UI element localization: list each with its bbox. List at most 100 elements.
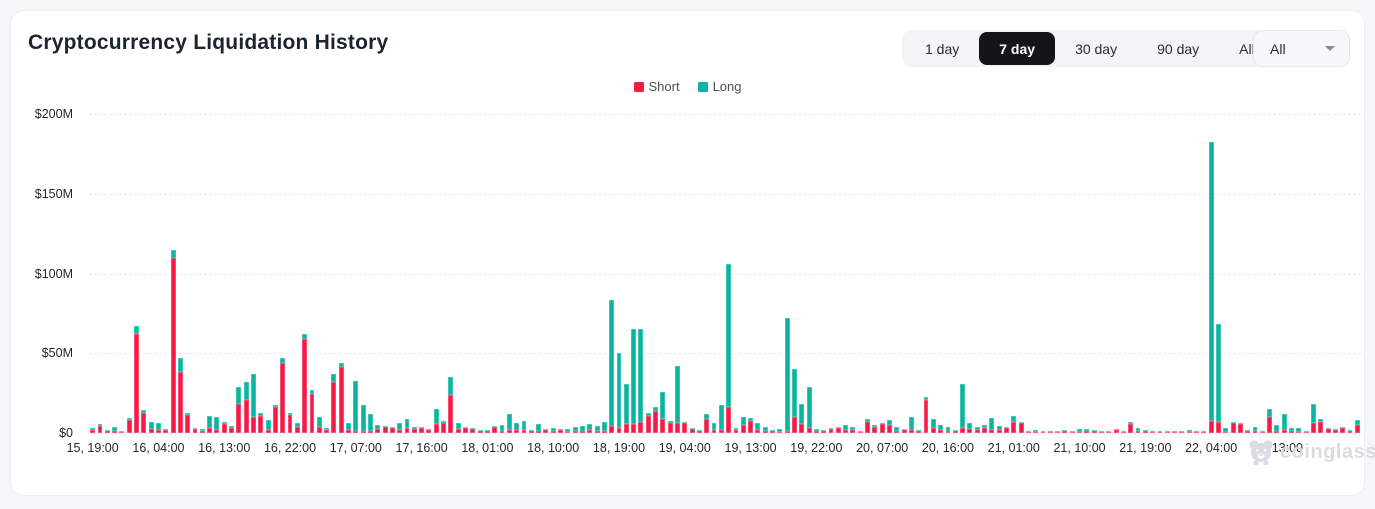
bar-column[interactable]: [1172, 431, 1178, 433]
bar-column[interactable]: [389, 426, 395, 433]
bar-column[interactable]: [1325, 428, 1331, 433]
bar-column[interactable]: [134, 326, 139, 433]
range-button-all[interactable]: All: [1219, 32, 1275, 65]
bar-column[interactable]: [470, 427, 476, 433]
bar-column[interactable]: [748, 417, 754, 433]
bar-column[interactable]: [865, 419, 870, 433]
bar-column[interactable]: [828, 427, 834, 433]
bar-column[interactable]: [718, 405, 724, 433]
bar-column[interactable]: [653, 406, 658, 433]
bar-column[interactable]: [558, 429, 563, 433]
bar-column[interactable]: [367, 413, 373, 433]
bar-column[interactable]: [601, 421, 607, 433]
bar-column[interactable]: [1259, 430, 1265, 433]
bar-column[interactable]: [901, 428, 907, 433]
bar-column[interactable]: [1033, 429, 1039, 433]
bar-column[interactable]: [1303, 431, 1309, 433]
bar-column[interactable]: [499, 425, 505, 433]
bar-column[interactable]: [199, 429, 205, 433]
bar-column[interactable]: [1332, 429, 1338, 433]
bar-column[interactable]: [404, 419, 410, 433]
bar-column[interactable]: [799, 404, 805, 433]
bar-column[interactable]: [104, 430, 110, 433]
bar-column[interactable]: [287, 413, 293, 433]
bar-column[interactable]: [1011, 416, 1017, 433]
bar-column[interactable]: [1142, 429, 1148, 433]
bar-column[interactable]: [214, 417, 220, 433]
bar-column[interactable]: [806, 386, 812, 433]
bar-column[interactable]: [1164, 431, 1170, 433]
bar-column[interactable]: [675, 366, 680, 433]
bar-column[interactable]: [1201, 431, 1207, 433]
bar-column[interactable]: [221, 421, 227, 433]
bar-column[interactable]: [1208, 141, 1214, 433]
bar-column[interactable]: [419, 426, 425, 433]
bar-column[interactable]: [967, 423, 973, 433]
bar-column[interactable]: [382, 425, 388, 433]
bar-column[interactable]: [1069, 431, 1075, 433]
bar-column[interactable]: [989, 417, 995, 433]
bar-column[interactable]: [375, 425, 381, 433]
bar-column[interactable]: [265, 420, 271, 433]
bar-column[interactable]: [258, 412, 264, 433]
bar-column[interactable]: [894, 426, 900, 433]
bar-column[interactable]: [711, 423, 717, 433]
bar-column[interactable]: [982, 425, 987, 433]
bar-column[interactable]: [1245, 430, 1251, 433]
bar-column[interactable]: [660, 392, 666, 433]
bar-column[interactable]: [1237, 423, 1243, 433]
bar-column[interactable]: [1311, 404, 1316, 433]
bar-column[interactable]: [857, 430, 863, 433]
bar-column[interactable]: [97, 423, 103, 433]
bar-column[interactable]: [1135, 427, 1141, 433]
bar-column[interactable]: [784, 318, 790, 433]
bar-column[interactable]: [1077, 428, 1082, 433]
bar-column[interactable]: [960, 383, 966, 433]
bar-column[interactable]: [1113, 429, 1119, 433]
bar-column[interactable]: [1223, 428, 1229, 433]
bar-column[interactable]: [90, 428, 96, 433]
bar-column[interactable]: [1150, 430, 1156, 433]
bar-column[interactable]: [484, 430, 490, 433]
bar-column[interactable]: [229, 425, 234, 433]
bar-column[interactable]: [177, 358, 183, 433]
bar-column[interactable]: [492, 425, 498, 433]
bar-column[interactable]: [1084, 429, 1090, 433]
bar-column[interactable]: [1025, 431, 1031, 433]
bar-column[interactable]: [682, 421, 688, 433]
bar-column[interactable]: [974, 427, 980, 433]
legend-item-short[interactable]: Short: [633, 79, 680, 94]
bar-column[interactable]: [506, 413, 512, 433]
bar-column[interactable]: [360, 405, 366, 433]
range-button-7-day[interactable]: 7 day: [979, 32, 1056, 65]
bar-column[interactable]: [638, 329, 644, 433]
bar-column[interactable]: [302, 334, 308, 433]
bar-column[interactable]: [448, 377, 454, 433]
bar-column[interactable]: [433, 409, 439, 433]
bar-column[interactable]: [272, 404, 278, 433]
bar-column[interactable]: [294, 423, 300, 433]
bar-column[interactable]: [616, 352, 622, 433]
bar-column[interactable]: [843, 425, 849, 433]
bar-column[interactable]: [236, 386, 242, 433]
bar-column[interactable]: [667, 421, 673, 433]
bar-column[interactable]: [879, 423, 885, 433]
bar-column[interactable]: [346, 422, 351, 433]
bar-column[interactable]: [1120, 431, 1126, 433]
bar-column[interactable]: [1252, 427, 1258, 433]
bar-column[interactable]: [550, 427, 556, 433]
bar-column[interactable]: [1106, 431, 1112, 433]
bar-column[interactable]: [1274, 424, 1280, 433]
bar-column[interactable]: [1289, 428, 1294, 433]
bar-column[interactable]: [141, 409, 147, 433]
bar-column[interactable]: [733, 428, 739, 433]
bar-column[interactable]: [726, 263, 732, 433]
bar-column[interactable]: [689, 428, 695, 433]
bar-column[interactable]: [1186, 429, 1192, 433]
bar-column[interactable]: [477, 429, 483, 433]
bar-column[interactable]: [316, 417, 322, 433]
bar-column[interactable]: [645, 412, 651, 433]
symbol-dropdown[interactable]: All: [1253, 30, 1350, 67]
bar-column[interactable]: [572, 426, 578, 433]
bar-column[interactable]: [126, 417, 132, 433]
